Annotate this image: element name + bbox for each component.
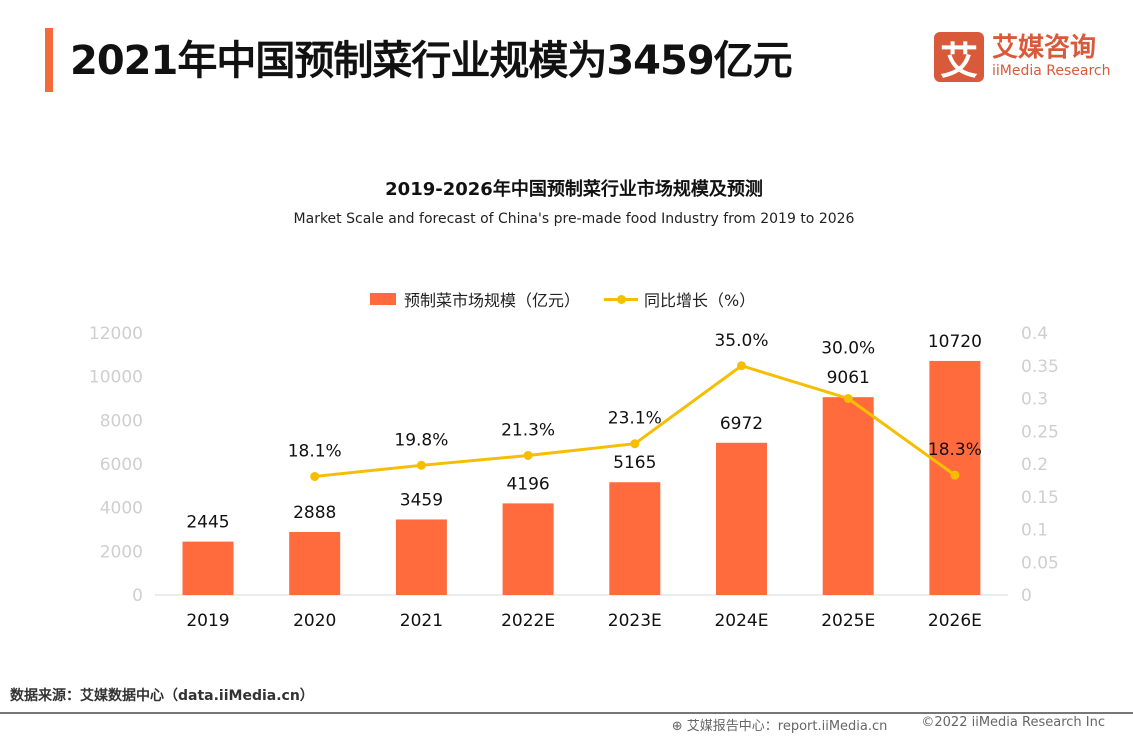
y-left-tick-label: 8000 [100, 411, 143, 431]
legend-line-swatch [604, 294, 639, 304]
bar-value-label: 2888 [293, 503, 336, 523]
bar [395, 519, 447, 595]
y-right-tick-label: 0 [1021, 586, 1032, 606]
y-left-tick-label: 2000 [100, 542, 143, 562]
y-left-tick-label: 6000 [100, 455, 143, 475]
y-left-tick-label: 12000 [89, 324, 143, 344]
y-right-tick-label: 0.35 [1021, 357, 1059, 377]
chart-subtitle: Market Scale and forecast of China's pre… [293, 211, 855, 227]
y-left-tick-label: 4000 [100, 499, 143, 519]
growth-point [950, 470, 960, 480]
growth-point [310, 471, 320, 481]
legend-line-label: 同比增长（%） [644, 291, 756, 310]
bar [182, 541, 234, 595]
y-right-tick-label: 0.2 [1021, 455, 1048, 475]
y-right-tick-label: 0.1 [1021, 521, 1048, 541]
growth-point [416, 460, 426, 470]
footer: ⊕ 艾媒报告中心：report.iiMedia.cn ©2022 iiMedia… [672, 715, 1105, 734]
bar-value-label: 2445 [186, 513, 229, 533]
x-tick-label: 2026E [928, 611, 982, 631]
x-tick-label: 2025E [821, 611, 875, 631]
growth-value-label: 30.0% [821, 339, 875, 359]
copyright: ©2022 iiMedia Research Inc [921, 715, 1105, 730]
growth-point [737, 361, 746, 371]
growth-value-label: 35.0% [714, 331, 768, 351]
footer-divider [0, 712, 1133, 714]
growth-value-label: 18.1% [288, 441, 342, 461]
bar [822, 397, 874, 595]
growth-value-label: 23.1% [608, 409, 662, 429]
bar-value-label: 3459 [400, 490, 443, 510]
bar [289, 531, 341, 595]
growth-point [843, 394, 853, 403]
y-right-tick-label: 0.3 [1021, 390, 1048, 410]
x-tick-label: 2021 [400, 611, 443, 631]
growth-point [630, 439, 640, 449]
logo-en: iiMedia Research [992, 63, 1111, 79]
legend-bar-label: 预制菜市场规模（亿元） [404, 291, 581, 310]
growth-value-label: 18.3% [928, 440, 982, 460]
x-tick-label: 2020 [293, 611, 336, 631]
title-accent-bar [45, 28, 53, 92]
bar [502, 503, 554, 595]
x-tick-label: 2024E [714, 611, 768, 631]
y-right-tick-label: 0.25 [1021, 422, 1059, 442]
bar-value-label: 10720 [928, 332, 982, 352]
legend-bar-swatch [370, 293, 396, 305]
bar-value-label: 5165 [613, 453, 656, 473]
data-source: 数据来源：艾媒数据中心（data.iiMedia.cn） [10, 688, 314, 704]
y-left-tick-label: 0 [132, 586, 143, 606]
y-right-tick-label: 0.4 [1021, 324, 1048, 344]
y-left-tick-label: 10000 [89, 368, 143, 388]
globe-icon: ⊕ [671, 719, 687, 734]
bar-value-label: 9061 [827, 368, 870, 388]
page-title: 2021年中国预制菜行业规模为3459亿元 [70, 38, 793, 84]
y-right-tick-label: 0.05 [1021, 553, 1059, 573]
logo-cn: 艾媒咨询 [992, 33, 1097, 63]
legend: 预制菜市场规模（亿元） 同比增长（%） [370, 287, 755, 311]
growth-value-label: 21.3% [501, 420, 555, 440]
x-tick-label: 2023E [608, 611, 662, 631]
logo: 艾 艾媒咨询 iiMedia Research [934, 32, 1111, 83]
chart-title: 2019-2026年中国预制菜行业市场规模及预测 [385, 179, 763, 200]
bar [716, 442, 767, 595]
bar-value-label: 6972 [720, 414, 763, 434]
logo-mark: 艾 [934, 32, 984, 83]
growth-point [523, 450, 533, 460]
x-tick-label: 2022E [501, 611, 555, 631]
y-right-tick-label: 0.15 [1021, 488, 1059, 508]
bar [609, 482, 661, 595]
report-link[interactable]: 艾媒报告中心：report.iiMedia.cn [686, 719, 888, 734]
growth-value-label: 19.8% [394, 430, 448, 450]
bar-value-label: 4196 [506, 474, 549, 494]
x-tick-label: 2019 [186, 611, 229, 631]
